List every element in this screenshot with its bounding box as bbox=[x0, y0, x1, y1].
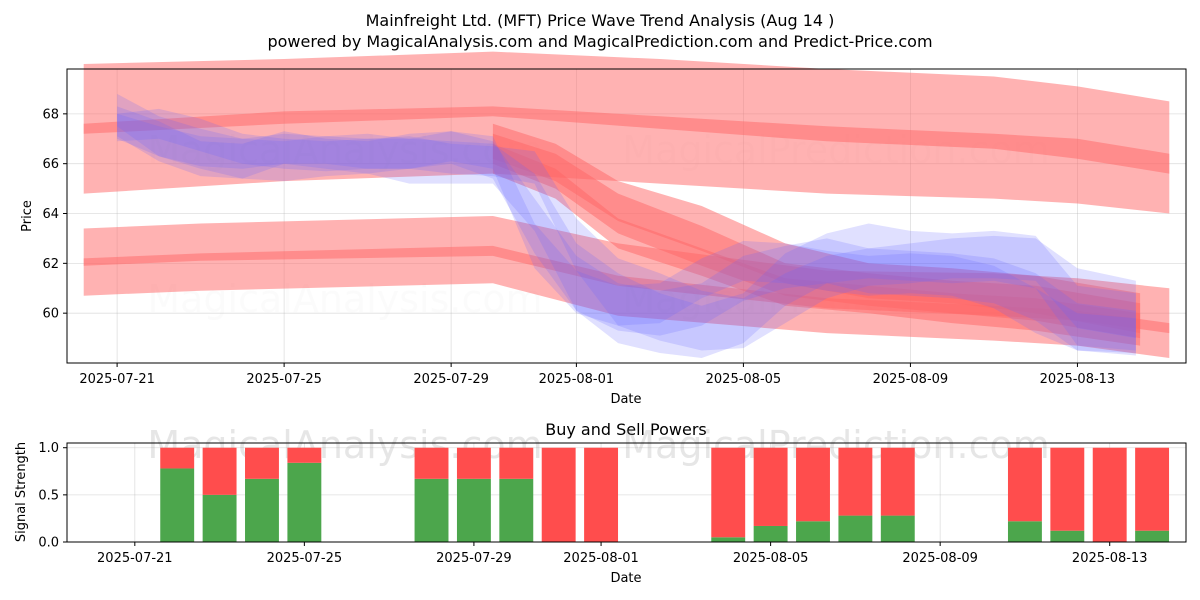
top-x-tick-label: 2025-08-05 bbox=[706, 372, 782, 387]
buy-bar bbox=[1007, 521, 1042, 542]
sell-bar bbox=[541, 447, 576, 542]
bottom-x-ticks: 2025-07-21 2025-07-25 2025-07-29 2025-08-01… bbox=[97, 542, 1147, 566]
sell-bar bbox=[1050, 447, 1085, 531]
bottom-x-tick-label: 2025-07-25 bbox=[267, 551, 343, 566]
sell-bar bbox=[499, 447, 534, 479]
buy-bar bbox=[711, 537, 746, 542]
sell-bar bbox=[160, 447, 195, 469]
top-y-tick-label: 68 bbox=[42, 107, 59, 122]
top-y-tick-label: 66 bbox=[42, 157, 59, 172]
buy-bar bbox=[160, 468, 195, 542]
chart-subtitle: powered by MagicalAnalysis.com and Magic… bbox=[267, 32, 932, 51]
watermark: MagicalPrediction.com bbox=[622, 423, 1050, 467]
blue-band bbox=[117, 113, 1136, 353]
buy-bar bbox=[880, 515, 915, 542]
bottom-x-tick-label: 2025-08-13 bbox=[1072, 551, 1148, 566]
bottom-y-ticks: 0.0 0.5 1.0 bbox=[38, 441, 67, 551]
red-band bbox=[492, 143, 1141, 346]
bottom-y-axis-label: Signal Strength bbox=[14, 442, 29, 542]
sell-bar bbox=[245, 447, 279, 479]
top-x-tick-label: 2025-08-13 bbox=[1040, 372, 1116, 387]
sell-bar bbox=[1135, 447, 1170, 531]
sell-bar bbox=[880, 447, 915, 516]
top-x-axis-label: Date bbox=[610, 392, 641, 407]
top-x-tick-label: 2025-08-09 bbox=[873, 372, 949, 387]
bottom-y-tick-label: 1.0 bbox=[38, 441, 59, 456]
buy-bar bbox=[1135, 530, 1170, 542]
red-bands bbox=[83, 51, 1170, 358]
top-y-tick-label: 60 bbox=[42, 307, 59, 322]
red-band bbox=[492, 133, 1141, 339]
blue-band bbox=[117, 106, 1136, 356]
top-x-tick-label: 2025-07-25 bbox=[246, 372, 322, 387]
bottom-plot-frame bbox=[66, 442, 1187, 543]
top-y-tick-label: 64 bbox=[42, 207, 59, 222]
red-band bbox=[83, 106, 1170, 174]
blue-bands bbox=[117, 93, 1136, 359]
bottom-x-tick-label: 2025-08-05 bbox=[733, 551, 809, 566]
bottom-x-tick-label: 2025-08-09 bbox=[902, 551, 978, 566]
blue-band bbox=[117, 108, 1136, 351]
blue-band bbox=[117, 93, 1136, 359]
sell-bar bbox=[456, 447, 491, 479]
buy-sell-chart: Buy and Sell Powers MagicalAnalysis.com … bbox=[14, 420, 1187, 586]
red-band bbox=[83, 51, 1170, 214]
bottom-x-axis-label: Date bbox=[610, 571, 641, 586]
sell-bar bbox=[287, 447, 322, 463]
sell-bar bbox=[202, 447, 237, 495]
sell-bar bbox=[838, 447, 873, 516]
buy-bar bbox=[456, 478, 491, 542]
bottom-x-tick-label: 2025-07-29 bbox=[436, 551, 512, 566]
buy-bar bbox=[202, 494, 237, 542]
sell-bar bbox=[414, 447, 449, 479]
top-x-tick-label: 2025-07-21 bbox=[79, 372, 155, 387]
top-y-ticks: 60 62 64 66 68 bbox=[42, 107, 67, 322]
buy-bar bbox=[287, 462, 322, 542]
bottom-y-tick-label: 0.0 bbox=[38, 536, 59, 551]
sell-bar bbox=[711, 447, 746, 538]
sell-bar bbox=[796, 447, 830, 522]
bottom-y-tick-label: 0.5 bbox=[38, 488, 59, 503]
sell-bar bbox=[1007, 447, 1042, 522]
price-wave-chart: MagicalAnalysis.com MagicalPrediction.co… bbox=[20, 51, 1187, 407]
buy-bar bbox=[245, 478, 279, 542]
buy-sell-bars bbox=[160, 447, 1170, 542]
top-x-tick-label: 2025-07-29 bbox=[413, 372, 489, 387]
bottom-chart-title: Buy and Sell Powers bbox=[545, 420, 707, 439]
buy-bar bbox=[796, 521, 830, 542]
top-x-ticks: 2025-07-21 2025-07-25 2025-07-29 2025-08-01… bbox=[79, 363, 1115, 387]
sell-bar bbox=[1092, 447, 1127, 542]
top-plot-frame bbox=[66, 68, 1187, 364]
red-band bbox=[492, 123, 1141, 334]
buy-bar bbox=[838, 515, 873, 542]
bottom-x-tick-label: 2025-07-21 bbox=[97, 551, 173, 566]
top-x-tick-label: 2025-08-01 bbox=[539, 372, 615, 387]
buy-bar bbox=[499, 478, 534, 542]
buy-bar bbox=[753, 525, 788, 542]
top-y-axis-label: Price bbox=[20, 200, 35, 232]
sell-bar bbox=[753, 447, 788, 526]
sell-bar bbox=[584, 447, 619, 542]
bottom-x-tick-label: 2025-08-01 bbox=[563, 551, 639, 566]
top-y-tick-label: 62 bbox=[42, 257, 59, 272]
chart-title: Mainfreight Ltd. (MFT) Price Wave Trend … bbox=[366, 11, 835, 30]
buy-bar bbox=[1050, 530, 1085, 542]
buy-bar bbox=[414, 478, 449, 542]
